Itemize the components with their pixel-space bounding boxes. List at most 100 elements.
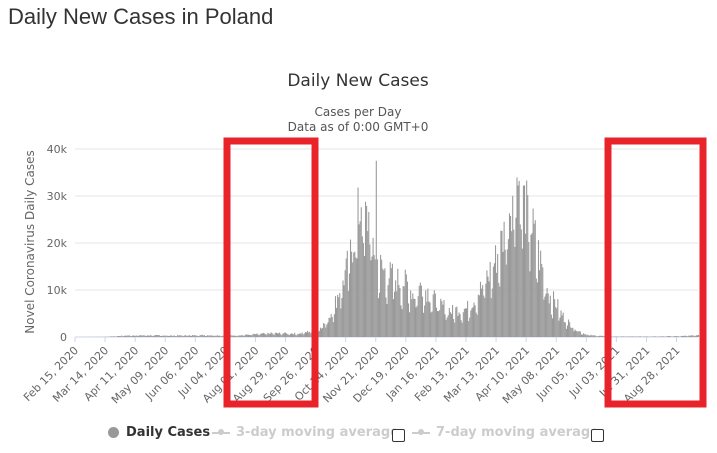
bar [384,268,386,337]
bar [629,336,631,337]
bar [374,259,376,337]
page-title: Daily New Cases in Poland [8,4,274,29]
bar [310,333,312,337]
bar [639,336,642,337]
bar [257,334,259,337]
chart-title: Daily New Cases [287,71,429,91]
bar [682,336,685,337]
bar [282,333,284,337]
bar [568,319,570,337]
bar [551,318,553,337]
chart-y-ticks: 0 10k 20k 30k 40k [47,143,68,344]
bar [240,335,242,337]
bar [238,335,240,337]
bar [458,312,460,337]
bar [247,334,250,337]
bar [558,320,560,337]
bar [354,251,356,337]
bar [540,250,542,337]
legend-item-daily-cases[interactable]: Daily Cases [108,425,210,440]
highlight-boxes [223,137,707,408]
checkbox-7day[interactable] [591,429,604,442]
bar [685,335,687,337]
bar [158,335,160,337]
bar [135,335,137,337]
bar [251,335,253,337]
bar [457,315,459,337]
bar [424,305,426,337]
bar [570,327,572,337]
bar [572,327,574,337]
bar [383,270,385,337]
bar [323,322,325,337]
bar [473,302,475,337]
bar [435,307,437,337]
bar [139,334,141,337]
bar [271,333,273,337]
bar [465,308,468,337]
bar [687,336,689,337]
bar [369,244,371,337]
bar [646,336,648,337]
bar [481,288,483,337]
bar [160,335,163,337]
bar [134,335,136,337]
legend-item-3day[interactable]: 3-day moving average [212,425,399,440]
bar [684,335,686,337]
bar [173,335,175,337]
bar [345,258,347,337]
legend-label-daily: Daily Cases [126,425,211,440]
bar [573,331,575,337]
bar [358,224,360,337]
bar [675,336,677,337]
bar [305,332,308,337]
bar [381,259,383,337]
bar [121,335,123,337]
bar [411,299,413,337]
bar [571,328,573,337]
bar [546,287,548,337]
bar [565,328,567,337]
bar [555,307,557,337]
bar [644,336,646,337]
bar [276,333,279,337]
bar [563,322,565,337]
bar [386,304,388,337]
bar [355,257,357,337]
bar [154,335,156,337]
legend-circle-icon [108,427,119,438]
bar [680,335,682,337]
bar [547,293,549,337]
bar [692,335,694,337]
bar [677,336,679,337]
bar [297,333,299,337]
bar [479,281,482,337]
bar [127,335,129,337]
bar [450,313,453,337]
checkbox-3day[interactable] [392,429,405,442]
bar [400,305,402,337]
bar [395,280,397,337]
bar [503,221,505,337]
bar [167,335,169,337]
bar [401,309,403,337]
bar [667,336,669,337]
bar [152,336,154,337]
bar [373,255,375,337]
bar [512,195,514,337]
bar [631,336,633,337]
bar [261,333,263,337]
bar [168,335,170,337]
bar [362,243,364,337]
bar [324,323,326,337]
bar [213,336,215,337]
chart-subtitle-date: Data as of 0:00 GMT+0 [288,120,429,134]
bar [243,335,245,337]
bar [535,278,537,337]
bar [334,296,337,337]
bar [428,301,430,337]
legend-item-7day[interactable]: 7-day moving average [412,425,599,440]
bar [407,303,410,337]
bar [589,335,591,337]
